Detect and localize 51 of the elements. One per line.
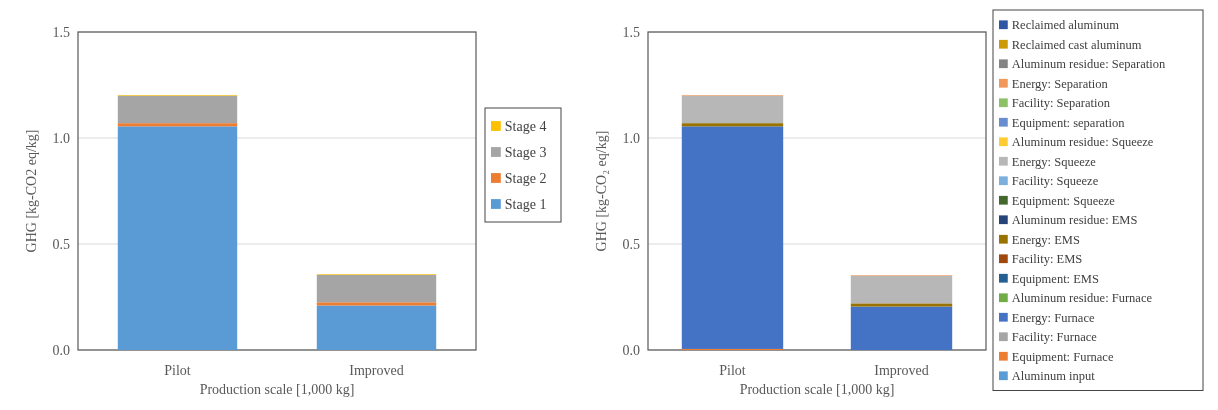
legend-label: Aluminum input [1011, 369, 1096, 384]
x-tick-label: Improved [349, 363, 404, 378]
legend-label: Equipment: separation [1011, 115, 1126, 130]
x-tick-label: Pilot [719, 363, 746, 378]
bar [117, 123, 238, 127]
legend-label: Stage 3 [504, 144, 547, 160]
legend-label: Equipment: Squeeze [1011, 193, 1116, 208]
legend-label: Stage 1 [504, 196, 547, 212]
bar [316, 302, 437, 306]
y-tick-label: 0.0 [52, 343, 70, 358]
y-tick-label: 0.5 [52, 237, 70, 252]
bar [850, 303, 953, 307]
legend-label: Energy: EMS [1011, 232, 1080, 247]
x-axis-title: Production scale [1,000 kg] [199, 382, 355, 397]
bar [316, 305, 437, 350]
legend-label: Stage 4 [504, 118, 547, 134]
y-axis-title: GHG [kg-CO₂ eq/kg] [594, 130, 609, 252]
legend-label: Energy: Squeeze [1011, 154, 1097, 169]
legend-label: Reclaimed aluminum [1011, 18, 1120, 33]
x-tick-label: Improved [874, 363, 929, 378]
legend-label: Facility: Squeeze [1011, 174, 1099, 189]
legend-label: Equipment: EMS [1011, 271, 1099, 286]
legend-label: Aluminum residue: Furnace [1011, 291, 1153, 306]
legend-label: Energy: Furnace [1011, 310, 1095, 325]
legend-label: Stage 2 [504, 170, 547, 186]
bar [681, 123, 784, 127]
legend-label: Aluminum residue: Squeeze [1011, 135, 1154, 150]
y-axis-title: GHG [kg-CO2 eq/kg] [24, 129, 39, 253]
y-tick-label: 1.5 [52, 25, 70, 40]
x-tick-label: Pilot [164, 363, 191, 378]
bar [850, 306, 953, 350]
legend-label: Reclaimed cast aluminum [1011, 37, 1142, 52]
y-tick-label: 1.0 [52, 131, 70, 146]
y-tick-label: 1.5 [622, 25, 640, 40]
bar [117, 95, 238, 124]
legend-label: Aluminum residue: EMS [1011, 213, 1138, 228]
legend-label: Equipment: Furnace [1011, 349, 1114, 364]
legend-label: Energy: Separation [1011, 76, 1109, 91]
y-tick-label: 0.5 [622, 237, 640, 252]
legend-label: Facility: EMS [1011, 252, 1083, 267]
bar [681, 126, 784, 349]
bar [316, 274, 437, 303]
bar [850, 275, 953, 304]
legend-label: Aluminum residue: Separation [1011, 57, 1166, 72]
y-tick-label: 1.0 [622, 131, 640, 146]
x-axis-title: Production scale [1,000 kg] [739, 382, 895, 397]
y-tick-label: 0.0 [622, 343, 640, 358]
bar [117, 126, 238, 350]
bar [681, 95, 784, 124]
legend-label: Facility: Furnace [1011, 330, 1098, 345]
legend-label: Facility: Separation [1011, 96, 1111, 111]
